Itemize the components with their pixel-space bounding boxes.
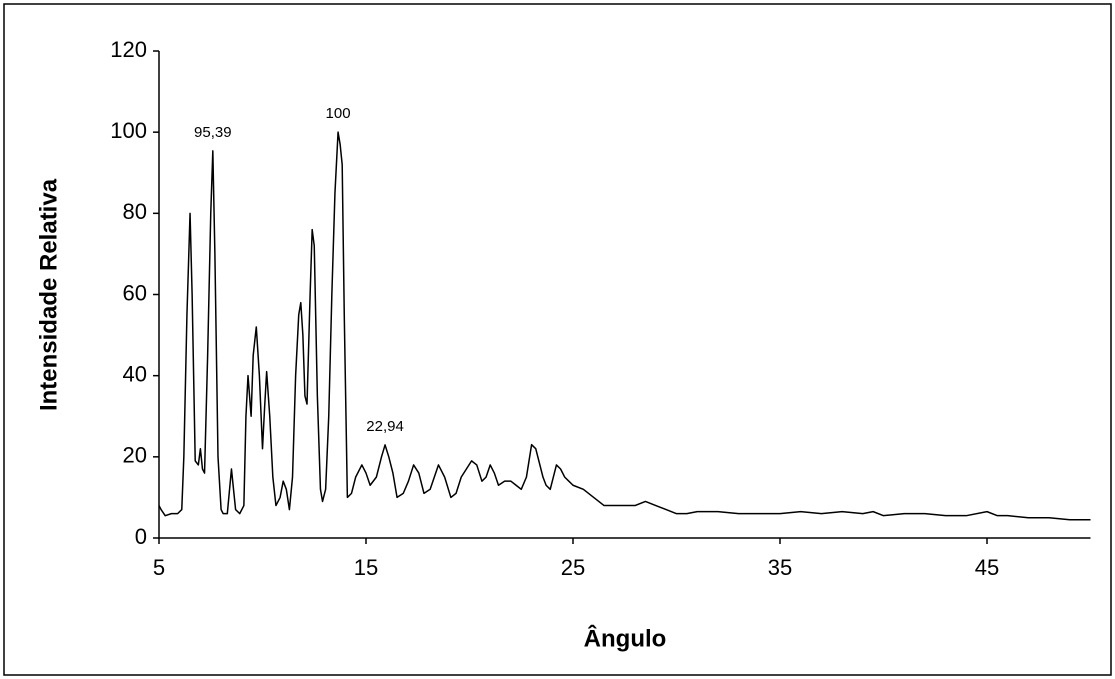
x-tick-label: 45 [975, 555, 999, 580]
y-tick-label: 40 [123, 361, 147, 386]
y-axis-title: Intensidade Relativa [35, 178, 62, 411]
annotation: 22,94 [366, 418, 404, 435]
y-tick-label: 80 [123, 199, 147, 224]
x-tick-label: 15 [354, 555, 378, 580]
y-tick-label: 100 [110, 118, 147, 143]
y-tick-label: 60 [123, 280, 147, 305]
annotation: 95,39 [194, 124, 232, 141]
x-axis-title: Ângulo [584, 624, 667, 652]
y-tick-label: 0 [135, 524, 147, 549]
x-tick-label: 35 [768, 555, 792, 580]
chart-frame [3, 3, 1112, 676]
data-line [158, 131, 1091, 521]
annotation: 100 [326, 105, 351, 122]
y-tick-label: 20 [123, 443, 147, 468]
x-tick-label: 5 [153, 555, 165, 580]
x-tick-label: 25 [561, 555, 585, 580]
y-tick-label: 120 [110, 37, 147, 62]
